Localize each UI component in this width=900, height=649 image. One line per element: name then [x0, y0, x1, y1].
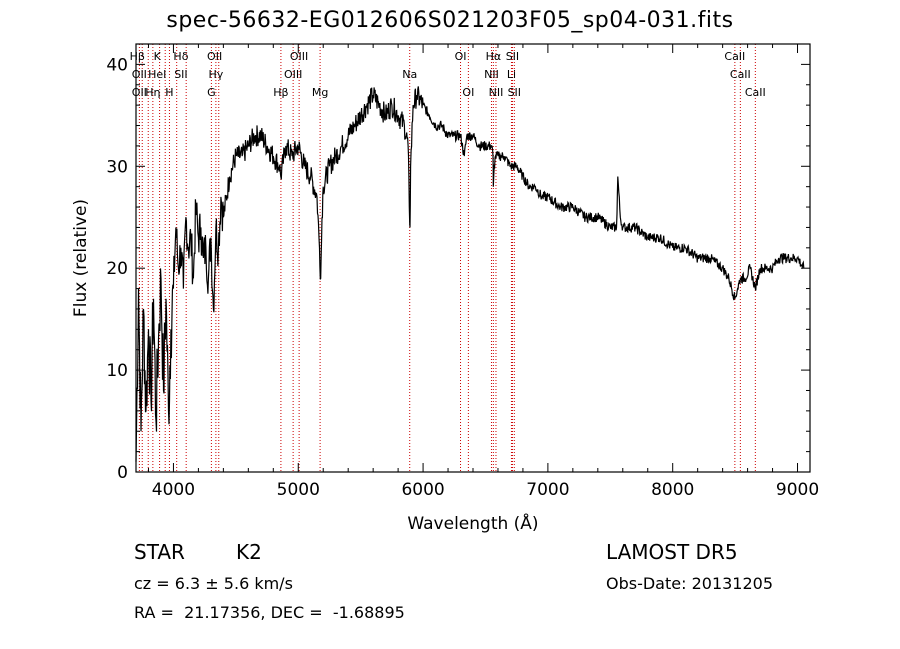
x-axis-label: Wavelength (Å)	[407, 512, 538, 534]
line-label: SII	[508, 86, 521, 99]
y-tick-label: 10	[106, 361, 128, 381]
line-label: SII	[506, 50, 519, 63]
line-label: HeI	[148, 68, 166, 81]
spectrum-line	[135, 86, 805, 462]
survey-name: LAMOST DR5	[606, 540, 738, 564]
line-label: CaII	[745, 86, 766, 99]
line-label: NII	[484, 68, 499, 81]
series-layer	[135, 86, 805, 462]
sky-coordinates: RA = 21.17356, DEC = -1.68895	[134, 603, 405, 622]
line-label: Hη	[145, 86, 160, 99]
x-tick-label: 8000	[651, 480, 694, 500]
y-axis-label: Flux (relative)	[71, 199, 91, 317]
line-label: Hβ	[273, 86, 288, 99]
line-label: Hβ	[130, 50, 145, 63]
line-label: Mg	[312, 86, 328, 99]
line-label: OII	[132, 68, 147, 81]
line-label: OI	[462, 86, 474, 99]
chart-title: spec-56632-EG012606S021203F05_sp04-031.f…	[166, 8, 734, 33]
y-tick-label: 0	[117, 463, 128, 483]
y-tick-label: 40	[106, 55, 128, 75]
observation-date: Obs-Date: 20131205	[606, 574, 774, 593]
line-label: SII	[174, 68, 187, 81]
x-tick-label: 5000	[277, 480, 320, 500]
line-label: Hα	[486, 50, 502, 63]
line-marker-layer	[138, 44, 756, 472]
y-tick-label: 30	[106, 157, 128, 177]
line-label: OIII	[284, 68, 302, 81]
axes-layer: 4000 5000 6000 7000 8000 9000 0 10 20 30 40 Wavelen…	[71, 43, 819, 534]
object-subclass: K2	[236, 540, 262, 564]
redshift-velocity: cz = 6.3 ± 5.6 km/s	[134, 574, 293, 593]
line-label: K	[154, 50, 162, 63]
line-label: G	[207, 86, 216, 99]
x-tick-label: 6000	[401, 480, 444, 500]
line-label: H	[165, 86, 173, 99]
object-class: STAR	[134, 540, 185, 564]
line-label: OI	[455, 50, 467, 63]
line-label: Hγ	[208, 68, 223, 81]
x-tick-label: 4000	[152, 480, 195, 500]
line-label: CaII	[730, 68, 751, 81]
x-tick-label: 9000	[776, 480, 819, 500]
y-tick-label: 20	[106, 259, 128, 279]
line-label: OIII	[290, 50, 308, 63]
line-label: Li	[507, 68, 516, 81]
line-label: Na	[402, 68, 417, 81]
line-label: NII	[489, 86, 504, 99]
line-label: OII	[207, 50, 222, 63]
x-tick-label: 7000	[526, 480, 569, 500]
line-label: CaII	[724, 50, 745, 63]
line-label: Hδ	[173, 50, 188, 63]
